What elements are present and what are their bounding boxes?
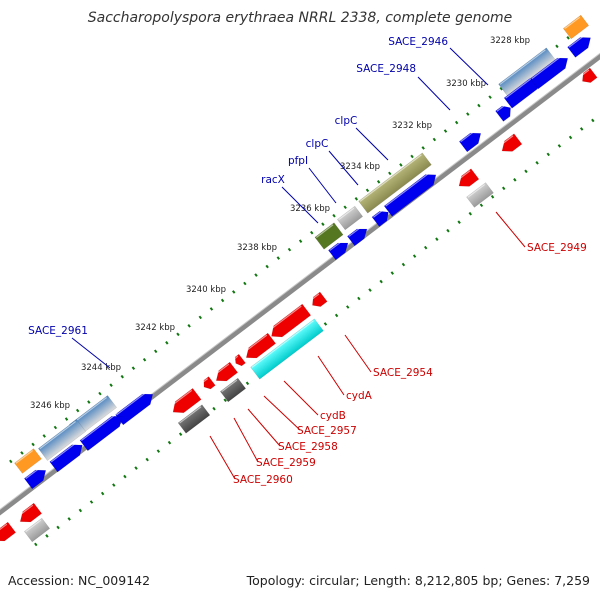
- gene-label-reverse[interactable]: SACE_2957: [297, 425, 357, 437]
- cds-red-rv-10[interactable]: [16, 502, 43, 527]
- gene-label-reverse[interactable]: SACE_2958: [278, 441, 338, 453]
- gene-label-forward[interactable]: clpC: [335, 115, 358, 127]
- tick-label: 3236 kbp: [290, 204, 330, 214]
- leader-line: [71, 337, 111, 369]
- cds-red-rv-4[interactable]: [267, 303, 312, 342]
- leader-line: [495, 211, 526, 248]
- tick-label: 3234 kbp: [340, 162, 380, 172]
- leader-line: [308, 167, 337, 204]
- tick-label: 3242 kbp: [135, 323, 175, 333]
- tick-labels: 3228 kbp 3230 kbp 3232 kbp 3234 kbp 3236 kbp…: [30, 36, 530, 411]
- gene-label-forward[interactable]: SACE_2946: [388, 36, 448, 48]
- leader-line: [209, 435, 236, 480]
- cds-olive-clpC[interactable]: [358, 152, 432, 214]
- cds-blue-fw-8[interactable]: [347, 224, 370, 247]
- gene-label-forward[interactable]: SACE_2948: [356, 63, 416, 75]
- cds-green-racX[interactable]: [314, 222, 344, 250]
- gene-label-reverse[interactable]: SACE_2954: [373, 367, 433, 379]
- cds-orange-2[interactable]: [14, 448, 42, 474]
- leader-line: [417, 76, 451, 111]
- feature-track: [0, 14, 598, 546]
- leader-line: [449, 47, 489, 86]
- tick-label: 3228 kbp: [490, 36, 530, 46]
- cds-blue-fw-4[interactable]: [495, 103, 514, 122]
- cds-red-rv-5[interactable]: [242, 332, 277, 363]
- accession-text: Accession: NC_009142: [8, 573, 151, 588]
- cds-gray-bottom[interactable]: [23, 517, 51, 543]
- leader-line: [328, 150, 359, 186]
- cds-cyan-cydA[interactable]: [250, 318, 324, 380]
- tick-label: 3232 kbp: [392, 121, 432, 131]
- gene-label-reverse[interactable]: SACE_2949: [527, 242, 587, 254]
- cds-blue-fw-3[interactable]: [529, 53, 571, 90]
- gene-label-forward[interactable]: pfpI: [288, 155, 308, 167]
- cds-bluegray-3[interactable]: [37, 419, 87, 461]
- topology-summary: Topology: circular; Length: 8,212,805 bp…: [246, 573, 590, 588]
- cds-orange-top[interactable]: [562, 14, 590, 40]
- cds-dark-2958[interactable]: [219, 377, 247, 403]
- cds-blue-fw-13[interactable]: [23, 465, 49, 490]
- cds-gray-2949[interactable]: [466, 182, 494, 208]
- leader-line: [263, 395, 301, 431]
- cds-gray-pfpI[interactable]: [336, 205, 364, 231]
- cds-blue-fw-6[interactable]: [383, 170, 440, 217]
- cds-red-rv-2[interactable]: [455, 168, 480, 191]
- leader-line: [233, 417, 259, 463]
- map-title: Saccharopolyspora erythraea NRRL 2338, c…: [87, 10, 513, 26]
- cds-red-rv-6[interactable]: [232, 353, 246, 368]
- leader-line: [283, 380, 319, 416]
- gene-label-forward[interactable]: clpC: [306, 138, 329, 150]
- cds-red-rv-7[interactable]: [212, 361, 239, 386]
- tick-label: 3244 kbp: [81, 363, 121, 373]
- cds-blue-fw-12[interactable]: [49, 440, 87, 473]
- leader-line: [344, 334, 372, 373]
- cds-red-rv-top[interactable]: [579, 67, 598, 86]
- gene-label-reverse[interactable]: cydA: [346, 390, 373, 402]
- cds-red-rv-11[interactable]: [0, 521, 17, 546]
- leader-line: [247, 408, 281, 447]
- leader-line: [281, 186, 319, 224]
- tick-label: 3230 kbp: [446, 79, 486, 89]
- cds-red-rv-3[interactable]: [309, 291, 328, 310]
- tick-label: 3238 kbp: [237, 243, 277, 253]
- gene-label-reverse[interactable]: SACE_2959: [256, 457, 316, 469]
- cds-red-rv-8[interactable]: [201, 376, 216, 392]
- tick-label: 3240 kbp: [186, 285, 226, 295]
- tick-label: 3246 kbp: [30, 401, 70, 411]
- cds-red-rv-9[interactable]: [169, 388, 202, 417]
- gene-label-reverse[interactable]: SACE_2960: [233, 474, 293, 486]
- cds-red-rv-1[interactable]: [498, 133, 523, 156]
- cds-blue-fw-11[interactable]: [79, 411, 126, 452]
- cds-dark-2960[interactable]: [177, 404, 211, 434]
- cds-blue-fw-10[interactable]: [114, 389, 156, 426]
- cds-blue-fw-7[interactable]: [371, 207, 392, 227]
- cds-blue-fw-9[interactable]: [328, 238, 351, 261]
- leader-line: [317, 355, 345, 396]
- gene-label-reverse[interactable]: cydB: [320, 410, 346, 422]
- gene-label-forward[interactable]: SACE_2961: [28, 325, 88, 337]
- leader-line: [355, 127, 389, 161]
- cds-blue-fw-5[interactable]: [458, 128, 484, 153]
- gene-label-forward[interactable]: racX: [261, 174, 285, 186]
- tick-track-outer: [9, 23, 586, 464]
- cds-blue-fw-1[interactable]: [567, 33, 595, 58]
